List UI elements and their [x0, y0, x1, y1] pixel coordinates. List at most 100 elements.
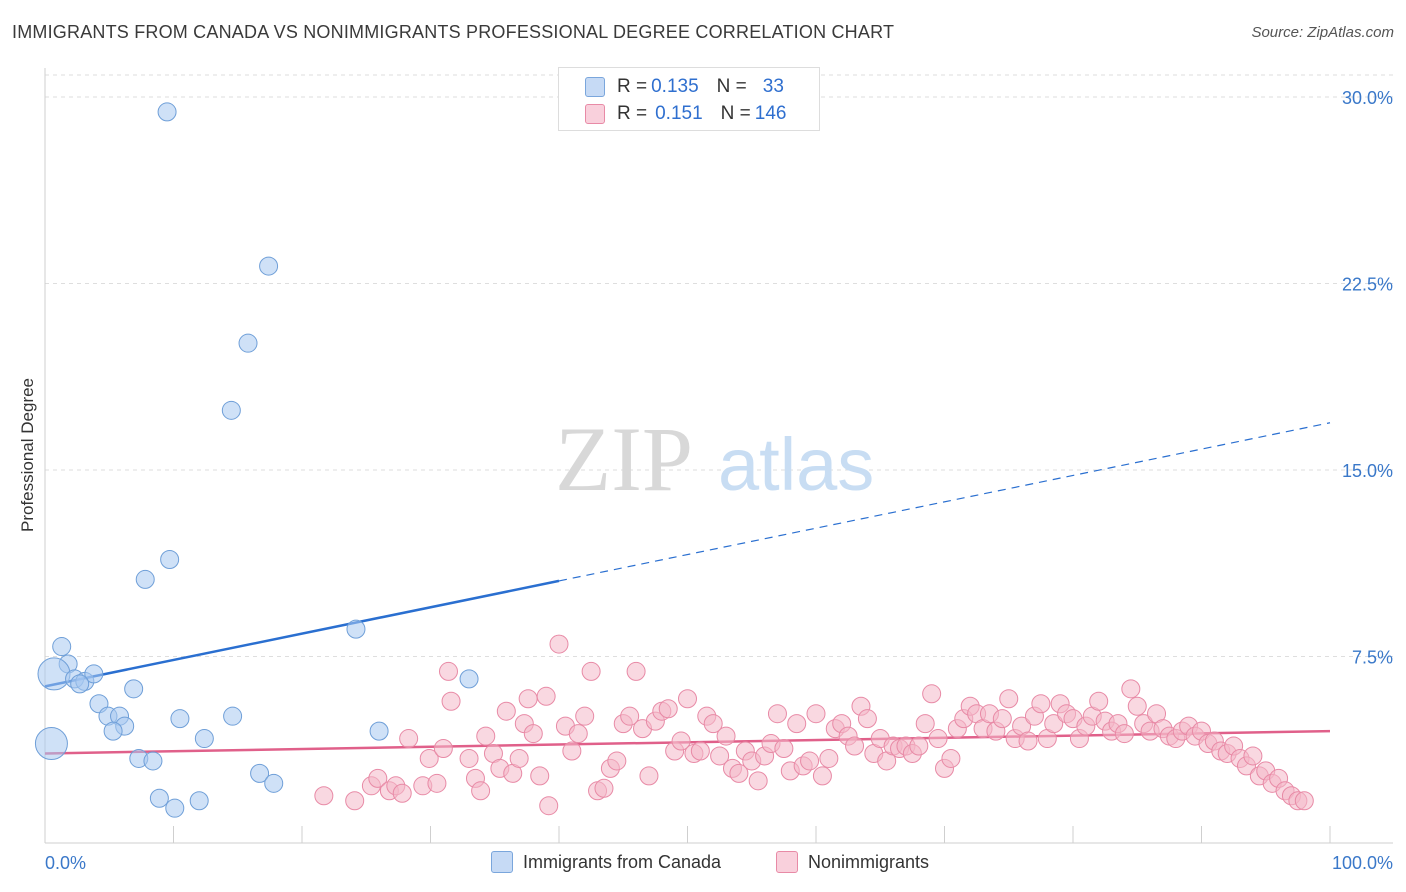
y-tick-label: 30.0%: [1342, 88, 1393, 108]
canada-point: [149, 788, 169, 808]
canada-point: [459, 669, 479, 689]
nonimmigrant-point: [575, 706, 595, 726]
canada-point: [223, 706, 243, 726]
nonimmigrant-point: [1121, 679, 1141, 699]
r-value: 0.151: [655, 103, 703, 124]
canada-point: [135, 569, 155, 589]
stats-row-nonimmigrants: R = 0.151 N = 146: [585, 101, 786, 127]
nonimmigrant-point: [767, 704, 787, 724]
nonimmigrant-point: [459, 748, 479, 768]
nonimmigrant-point: [314, 786, 334, 806]
canada-point: [37, 657, 71, 691]
nonimmigrant-point: [1089, 691, 1109, 711]
nonimmigrant-point: [536, 686, 556, 706]
nonimmigrant-point: [928, 729, 948, 749]
canada-point: [346, 619, 366, 639]
r-value: 0.135: [651, 76, 699, 97]
canada-point: [189, 791, 209, 811]
canada-point: [264, 773, 284, 793]
legend-label-nonimmigrants: Nonimmigrants: [808, 851, 930, 872]
canada-point: [143, 751, 163, 771]
canada-point: [160, 550, 180, 570]
canada-point: [170, 709, 190, 729]
legend-item-nonimmigrants[interactable]: Nonimmigrants: [776, 851, 929, 873]
x-tick-label: 0.0%: [45, 853, 86, 873]
nonimmigrant-point: [909, 736, 929, 756]
canada-trend-solid: [44, 579, 560, 688]
nonimmigrant-point: [438, 661, 458, 681]
nonimmigrant-point: [845, 736, 865, 756]
nonimmigrant-point: [1127, 696, 1147, 716]
nonimmigrant-point: [530, 766, 550, 786]
canada-point: [259, 256, 279, 276]
nonimmigrant-point: [509, 748, 529, 768]
nonimmigrant-point: [941, 748, 961, 768]
r-label: R =: [617, 103, 648, 124]
nonimmigrant-point: [427, 773, 447, 793]
canada-point: [124, 679, 144, 699]
canada-point: [165, 798, 185, 818]
watermark: ZIP atlas: [555, 408, 874, 510]
source-label: Source: ZipAtlas.com: [1251, 24, 1394, 41]
nonimmigrant-point: [1294, 791, 1314, 811]
nonimmigrant-point: [594, 778, 614, 798]
nonimmigrant-point: [806, 704, 826, 724]
nonimmigrant-point: [419, 748, 439, 768]
legend-label-canada: Immigrants from Canada: [523, 851, 722, 872]
nonimmigrant-point: [819, 748, 839, 768]
canada-point: [221, 400, 241, 420]
nonimmigrant-point: [729, 763, 749, 783]
nonimmigrant-point: [992, 709, 1012, 729]
tick-labels: 7.5% 15.0% 22.5% 30.0% 0.0% 100.0%: [45, 88, 1393, 873]
canada-point: [194, 729, 214, 749]
nonimmigrant-point: [549, 634, 569, 654]
canada-point: [250, 763, 270, 783]
nonimmigrant-point: [999, 689, 1019, 709]
nonimmigrant-point: [568, 724, 588, 744]
legend-item-canada[interactable]: Immigrants from Canada: [491, 851, 721, 873]
canada-swatch: [585, 77, 605, 97]
nonimmigrant-point: [857, 709, 877, 729]
r-label: R =: [617, 76, 648, 97]
nonimmigrant-point: [518, 689, 538, 709]
nonimmigrant-point: [496, 701, 516, 721]
nonimmigrant-point: [368, 768, 388, 788]
y-tick-label: 15.0%: [1342, 461, 1393, 481]
nonimmigrant-point: [703, 714, 723, 734]
nonimmigrant-point: [626, 661, 646, 681]
nonimmigrant-point: [710, 746, 730, 766]
nonimmigrant-point: [716, 726, 736, 746]
canada-point: [52, 637, 72, 657]
nonimmigrant-point: [915, 714, 935, 734]
canada-point: [369, 721, 389, 741]
nonimmigrant-point: [620, 706, 640, 726]
canada-trend-dashed: [558, 422, 1331, 582]
nonimmigrant-point: [539, 796, 559, 816]
canada-point: [34, 727, 68, 761]
nonimmigrant-point: [678, 689, 697, 709]
stats-row-canada: R = 0.135 N = 33: [585, 74, 784, 100]
chart-title: IMMIGRANTS FROM CANADA VS NONIMMIGRANTS …: [12, 22, 895, 42]
nonimmigrant-point: [812, 766, 832, 786]
data-points: [34, 102, 1314, 818]
grid-lines: [45, 74, 1393, 657]
nonimmigrant-point: [748, 771, 768, 791]
canada-point: [70, 674, 90, 694]
nonimmigrant-point: [399, 729, 419, 749]
nonimmigrant-point: [1044, 714, 1064, 734]
stats-legend: R = 0.135 N = 33 R = 0.151 N = 146: [558, 67, 820, 131]
nonimmigrant-point: [671, 731, 691, 751]
n-value: 146: [754, 103, 787, 124]
nonimmigrant-point: [562, 741, 582, 761]
nonimmigrants-legend-swatch: [776, 851, 798, 873]
nonimmigrant-point: [1243, 746, 1263, 766]
nonimmigrants-swatch: [585, 104, 605, 124]
n-value: 33: [762, 76, 784, 97]
x-tick-label: 100.0%: [1332, 853, 1393, 873]
nonimmigrant-point: [476, 726, 496, 746]
axes: [44, 68, 1393, 844]
nonimmigrant-point: [581, 661, 601, 681]
n-label: N =: [720, 103, 751, 124]
nonimmigrant-point: [1114, 724, 1134, 744]
